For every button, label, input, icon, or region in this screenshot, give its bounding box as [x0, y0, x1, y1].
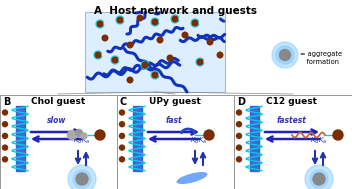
Text: B: B	[3, 97, 10, 107]
Text: Chol guest: Chol guest	[31, 97, 85, 106]
Circle shape	[207, 39, 213, 45]
Text: A  Host network and guests: A Host network and guests	[94, 6, 258, 16]
Text: $K_a$: $K_a$	[318, 136, 328, 146]
Circle shape	[2, 110, 7, 115]
Circle shape	[192, 20, 198, 26]
Circle shape	[102, 35, 108, 41]
Bar	[132, 106, 142, 171]
Circle shape	[119, 145, 125, 150]
Circle shape	[95, 52, 101, 58]
Circle shape	[127, 42, 133, 48]
Text: $K_d$: $K_d$	[190, 136, 200, 146]
Circle shape	[237, 122, 241, 127]
Circle shape	[272, 42, 298, 68]
Text: formation: formation	[300, 59, 339, 65]
Text: $K_d$: $K_d$	[73, 136, 83, 146]
Circle shape	[2, 157, 7, 162]
Circle shape	[305, 165, 333, 189]
Circle shape	[97, 21, 103, 27]
Bar	[85, 12, 225, 92]
Circle shape	[127, 77, 133, 83]
Circle shape	[172, 16, 178, 22]
Circle shape	[119, 110, 125, 115]
Bar	[234, 95, 352, 189]
Circle shape	[333, 130, 343, 140]
Circle shape	[310, 170, 328, 188]
Circle shape	[204, 130, 214, 140]
Circle shape	[76, 173, 88, 185]
Circle shape	[2, 145, 7, 150]
Circle shape	[152, 19, 158, 25]
Circle shape	[73, 170, 91, 188]
Text: UPy guest: UPy guest	[149, 97, 201, 106]
Text: = aggregate: = aggregate	[300, 51, 342, 57]
Circle shape	[75, 129, 82, 136]
Circle shape	[157, 37, 163, 43]
Circle shape	[276, 46, 294, 64]
Circle shape	[197, 59, 203, 65]
Circle shape	[167, 55, 173, 61]
Text: fastest: fastest	[277, 116, 307, 125]
Text: $K_d$: $K_d$	[310, 136, 320, 146]
Ellipse shape	[176, 172, 207, 184]
Text: C: C	[120, 97, 127, 107]
Text: fast: fast	[165, 116, 182, 125]
Text: D: D	[237, 97, 245, 107]
Circle shape	[119, 122, 125, 127]
Circle shape	[95, 130, 105, 140]
Bar	[117, 95, 234, 189]
Circle shape	[2, 122, 7, 127]
Circle shape	[68, 130, 76, 139]
Bar	[250, 106, 258, 171]
Circle shape	[217, 52, 223, 58]
Text: $K_a$: $K_a$	[81, 136, 90, 146]
Bar	[15, 106, 25, 171]
Circle shape	[237, 133, 241, 138]
Text: slow: slow	[47, 116, 66, 125]
Circle shape	[142, 62, 148, 68]
Circle shape	[279, 50, 290, 60]
Circle shape	[237, 110, 241, 115]
Circle shape	[137, 15, 143, 21]
Circle shape	[237, 157, 241, 162]
Circle shape	[119, 157, 125, 162]
Circle shape	[152, 72, 158, 78]
Circle shape	[117, 17, 123, 23]
Text: $K_a$: $K_a$	[199, 136, 208, 146]
Circle shape	[182, 32, 188, 38]
Circle shape	[68, 165, 96, 189]
Circle shape	[237, 145, 241, 150]
Circle shape	[313, 173, 325, 185]
Circle shape	[119, 133, 125, 138]
Circle shape	[2, 133, 7, 138]
Circle shape	[112, 57, 118, 63]
Circle shape	[81, 133, 87, 139]
Bar	[0, 95, 117, 189]
Text: C12 guest: C12 guest	[266, 97, 318, 106]
